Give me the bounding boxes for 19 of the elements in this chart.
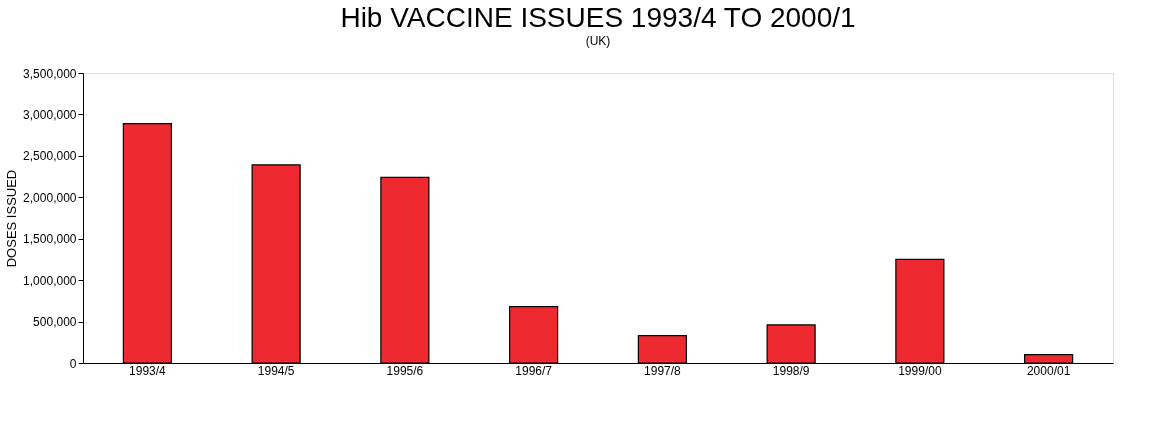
chart-title: Hib VACCINE ISSUES 1993/4 TO 2000/1 — [340, 2, 856, 33]
y-tick-label: 1,500,000 — [23, 232, 77, 247]
x-tick-label: 1999/00 — [898, 363, 942, 378]
x-tick-label: 1994/5 — [257, 363, 295, 378]
chart-subtitle: (UK) — [585, 34, 611, 48]
y-tick-label: 2,000,000 — [23, 190, 77, 205]
y-axis-title: DOSES ISSUED — [4, 169, 20, 268]
x-tick-label: 2000/01 — [1026, 363, 1071, 378]
x-tick-label: 1993/4 — [129, 363, 167, 378]
y-tick-label: 2,500,000 — [23, 149, 77, 164]
x-tick-label: 1995/6 — [386, 363, 424, 378]
y-tick-label: 1,000,000 — [23, 273, 77, 288]
x-tick-label: 1998/9 — [772, 363, 810, 378]
y-tick-label: 500,000 — [33, 315, 77, 330]
y-tick-label: 3,500,000 — [23, 66, 77, 81]
x-tick-label: 1997/8 — [644, 363, 682, 378]
y-tick-label: 3,000,000 — [23, 107, 77, 122]
y-tick-label: 0 — [69, 356, 77, 371]
x-tick-label: 1996/7 — [515, 363, 553, 378]
